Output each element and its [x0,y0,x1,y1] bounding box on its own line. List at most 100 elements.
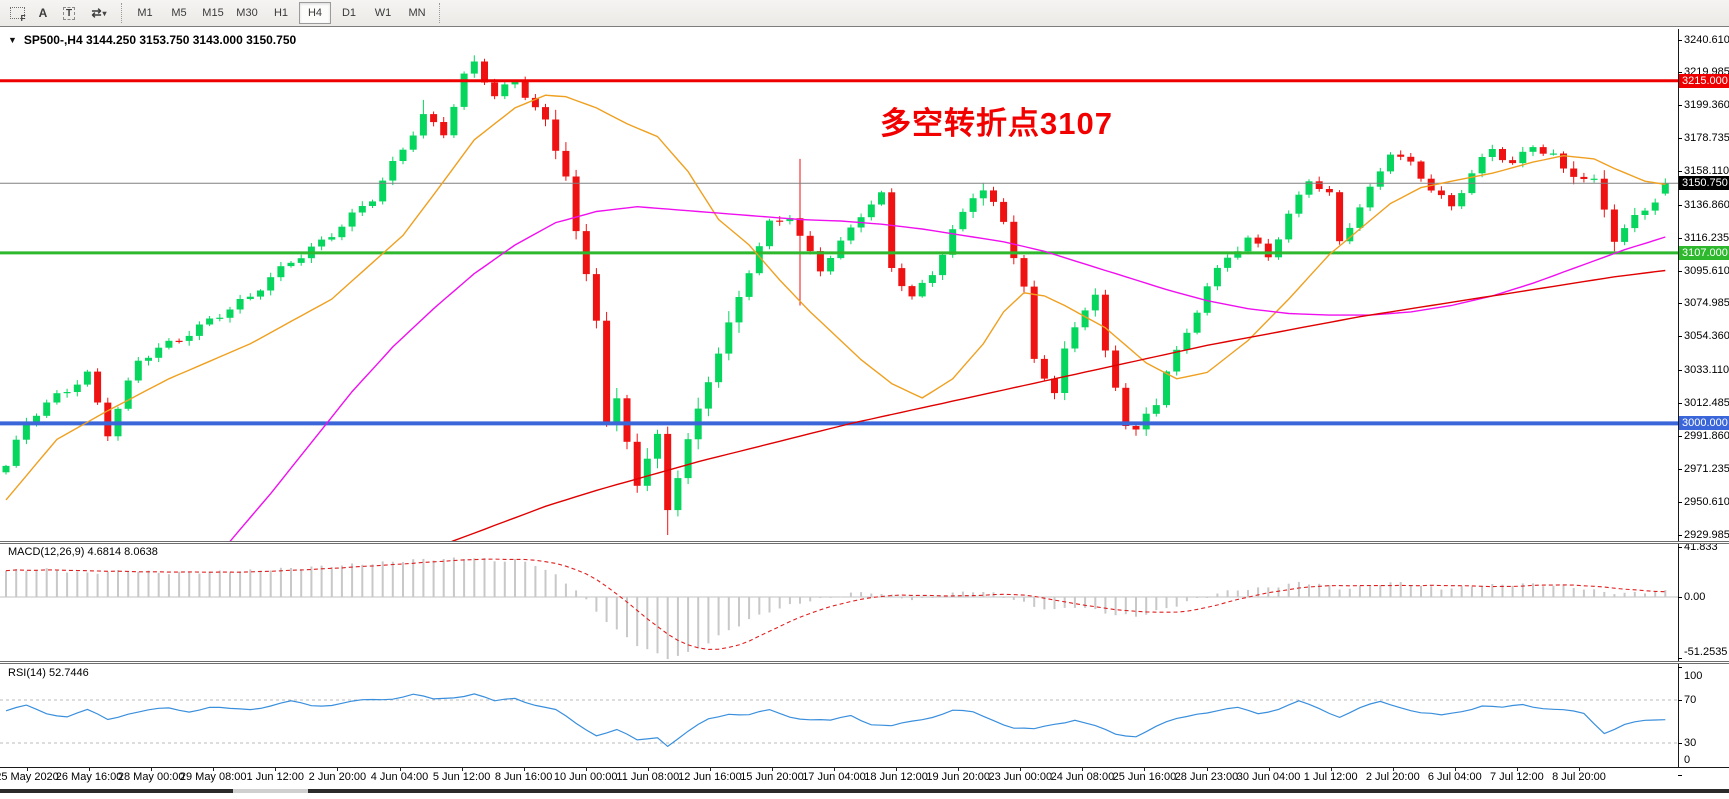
time-tick-mark [213,767,215,771]
price-tick-mark [1678,237,1682,239]
time-tick-mark [461,767,463,771]
price-tick-mark [1678,72,1682,74]
scrollbar-thumb[interactable] [0,789,233,793]
horizontal-scrollbar[interactable] [0,785,1729,799]
font-a-icon[interactable]: A [38,6,48,20]
price-tick-label: 3178.735 [1684,132,1729,145]
rsi-tick-label: 70 [1684,693,1697,706]
price-tick-label: 2950.610 [1684,495,1729,508]
time-tick-mark [647,767,649,771]
pane-splitter[interactable] [0,661,1729,664]
price-tick-mark [1678,501,1682,503]
price-line-label: 3150.750 [1679,176,1729,191]
chart-collapse-icon[interactable]: ▼ [8,35,17,45]
rsi-tick-mark [1678,774,1682,776]
time-tick-mark [1330,767,1332,771]
time-tick-mark [1392,767,1394,771]
macd-tick-label: -51.2535 [1684,645,1728,658]
time-tick-mark [1454,767,1456,771]
time-tick-label: 1 Jul 12:00 [1303,771,1358,783]
timeframe-button-m1[interactable]: M1 [137,7,153,19]
price-tick-mark [1678,403,1682,404]
price-tick-mark [1678,270,1682,272]
rsi-tick-label: 100 [1684,669,1703,682]
time-tick-mark [89,767,91,771]
timeframe-button-h1[interactable]: H1 [273,7,289,19]
timeframe-button-mn[interactable]: MN [408,7,426,19]
timeframe-button-m15[interactable]: M15 [202,7,224,19]
macd-tick-mark [1678,546,1682,548]
scrollbar-thumb[interactable] [308,789,1729,793]
time-tick-mark [1516,767,1518,771]
chart-shift-icon[interactable]: F [4,2,30,24]
time-tick-label: 8 Jul 20:00 [1552,771,1606,783]
price-tick-mark [1678,336,1682,338]
price-tick-label: 2971.235 [1684,462,1729,475]
price-line-label: 3107.000 [1679,245,1729,260]
scrollbar-track[interactable] [233,789,308,793]
chart-annotation-text: 多空转折点3107 [880,106,1113,141]
time-tick-mark [834,767,835,771]
time-tick-label: 28 Jun 23:00 [1174,771,1239,783]
time-tick-label: 30 Jun 04:00 [1236,771,1301,783]
price-tick-mark [1678,303,1682,305]
time-tick-label: 2 Jun 20:00 [308,771,367,783]
time-axis-border [0,767,1729,768]
price-tick-mark [1678,171,1682,172]
time-tick-label: 26 May 16:00 [55,771,123,783]
time-tick-mark [1579,767,1580,771]
time-tick-label: 2 Jul 20:00 [1365,771,1420,783]
top-toolbar: F A T ⇄ ▾ M1 M5 M15 M30 H1 H4 D1 W1 MN [0,0,1729,27]
pane-splitter[interactable] [0,541,1729,544]
drawing-tools-group: F A T ⇄ ▾ [4,2,116,24]
price-tick-mark [1678,204,1682,206]
time-tick-label: 25 Jun 16:00 [1112,771,1177,783]
timeframe-button-m30[interactable]: M30 [236,7,258,19]
macd-tick-label: 0.00 [1684,590,1706,603]
time-tick-label: 17 Jun 04:00 [802,771,866,783]
time-tick-label: 28 May 00:00 [117,771,185,783]
price-tick-label: 2929.985 [1684,528,1729,541]
time-tick-mark [1206,767,1208,771]
time-tick-label: 10 Jun 00:00 [553,771,618,783]
time-tick-mark [896,767,898,771]
time-tick-label: 24 Jun 08:00 [1050,771,1115,783]
time-tick-mark [1020,767,1022,771]
time-tick-label: 8 Jun 16:00 [494,771,553,783]
timeframe-button-w1[interactable]: W1 [374,7,392,19]
price-tick-mark [1678,138,1682,140]
dropdown-caret-icon: ▾ [102,8,107,18]
time-tick-mark [709,767,711,771]
main-chart-pane[interactable] [0,29,1678,546]
time-tick-mark [27,767,28,771]
rsi-indicator-label: RSI(14) 52.7446 [8,667,89,679]
price-tick-label: 3012.485 [1684,397,1729,409]
time-tick-label: 6 Jul 04:00 [1427,771,1482,783]
time-tick-label: 7 Jul 12:00 [1489,771,1544,783]
price-tick-mark [1678,468,1682,470]
rsi-tick-mark [1678,742,1682,744]
text-label-icon[interactable]: T [56,2,82,24]
macd-indicator-label: MACD(12,26,9) 4.6814 8.0638 [8,546,158,558]
timeframe-toolbar: M1 M5 M15 M30 H1 H4 D1 W1 MN [128,2,434,24]
price-tick-label: 3116.235 [1684,231,1729,244]
rsi-pane[interactable] [0,664,1678,767]
price-tick-mark [1678,105,1682,107]
time-tick-label: 1 Jun 12:00 [246,771,305,783]
macd-pane[interactable] [0,544,1678,661]
time-tick-mark [151,767,153,771]
price-tick-label: 3136.860 [1684,198,1729,211]
time-tick-mark [275,767,277,771]
time-tick-label: 4 Jun 04:00 [370,771,429,783]
timeframe-button-h4[interactable]: H4 [299,2,331,24]
cycle-styles-icon[interactable]: ⇄ ▾ [82,2,116,24]
timeframe-button-d1[interactable]: D1 [341,7,357,19]
price-tick-mark [1678,39,1682,41]
rsi-tick-label: 0 [1684,753,1691,766]
price-tick-label: 3240.610 [1684,33,1729,46]
price-tick-label: 3074.985 [1684,297,1729,310]
time-tick-label: 11 Jun 08:00 [616,771,680,783]
time-tick-label: 12 Jun 16:00 [678,771,742,783]
timeframe-button-m5[interactable]: M5 [171,7,187,19]
time-tick-label: 19 Jun 20:00 [926,771,990,783]
